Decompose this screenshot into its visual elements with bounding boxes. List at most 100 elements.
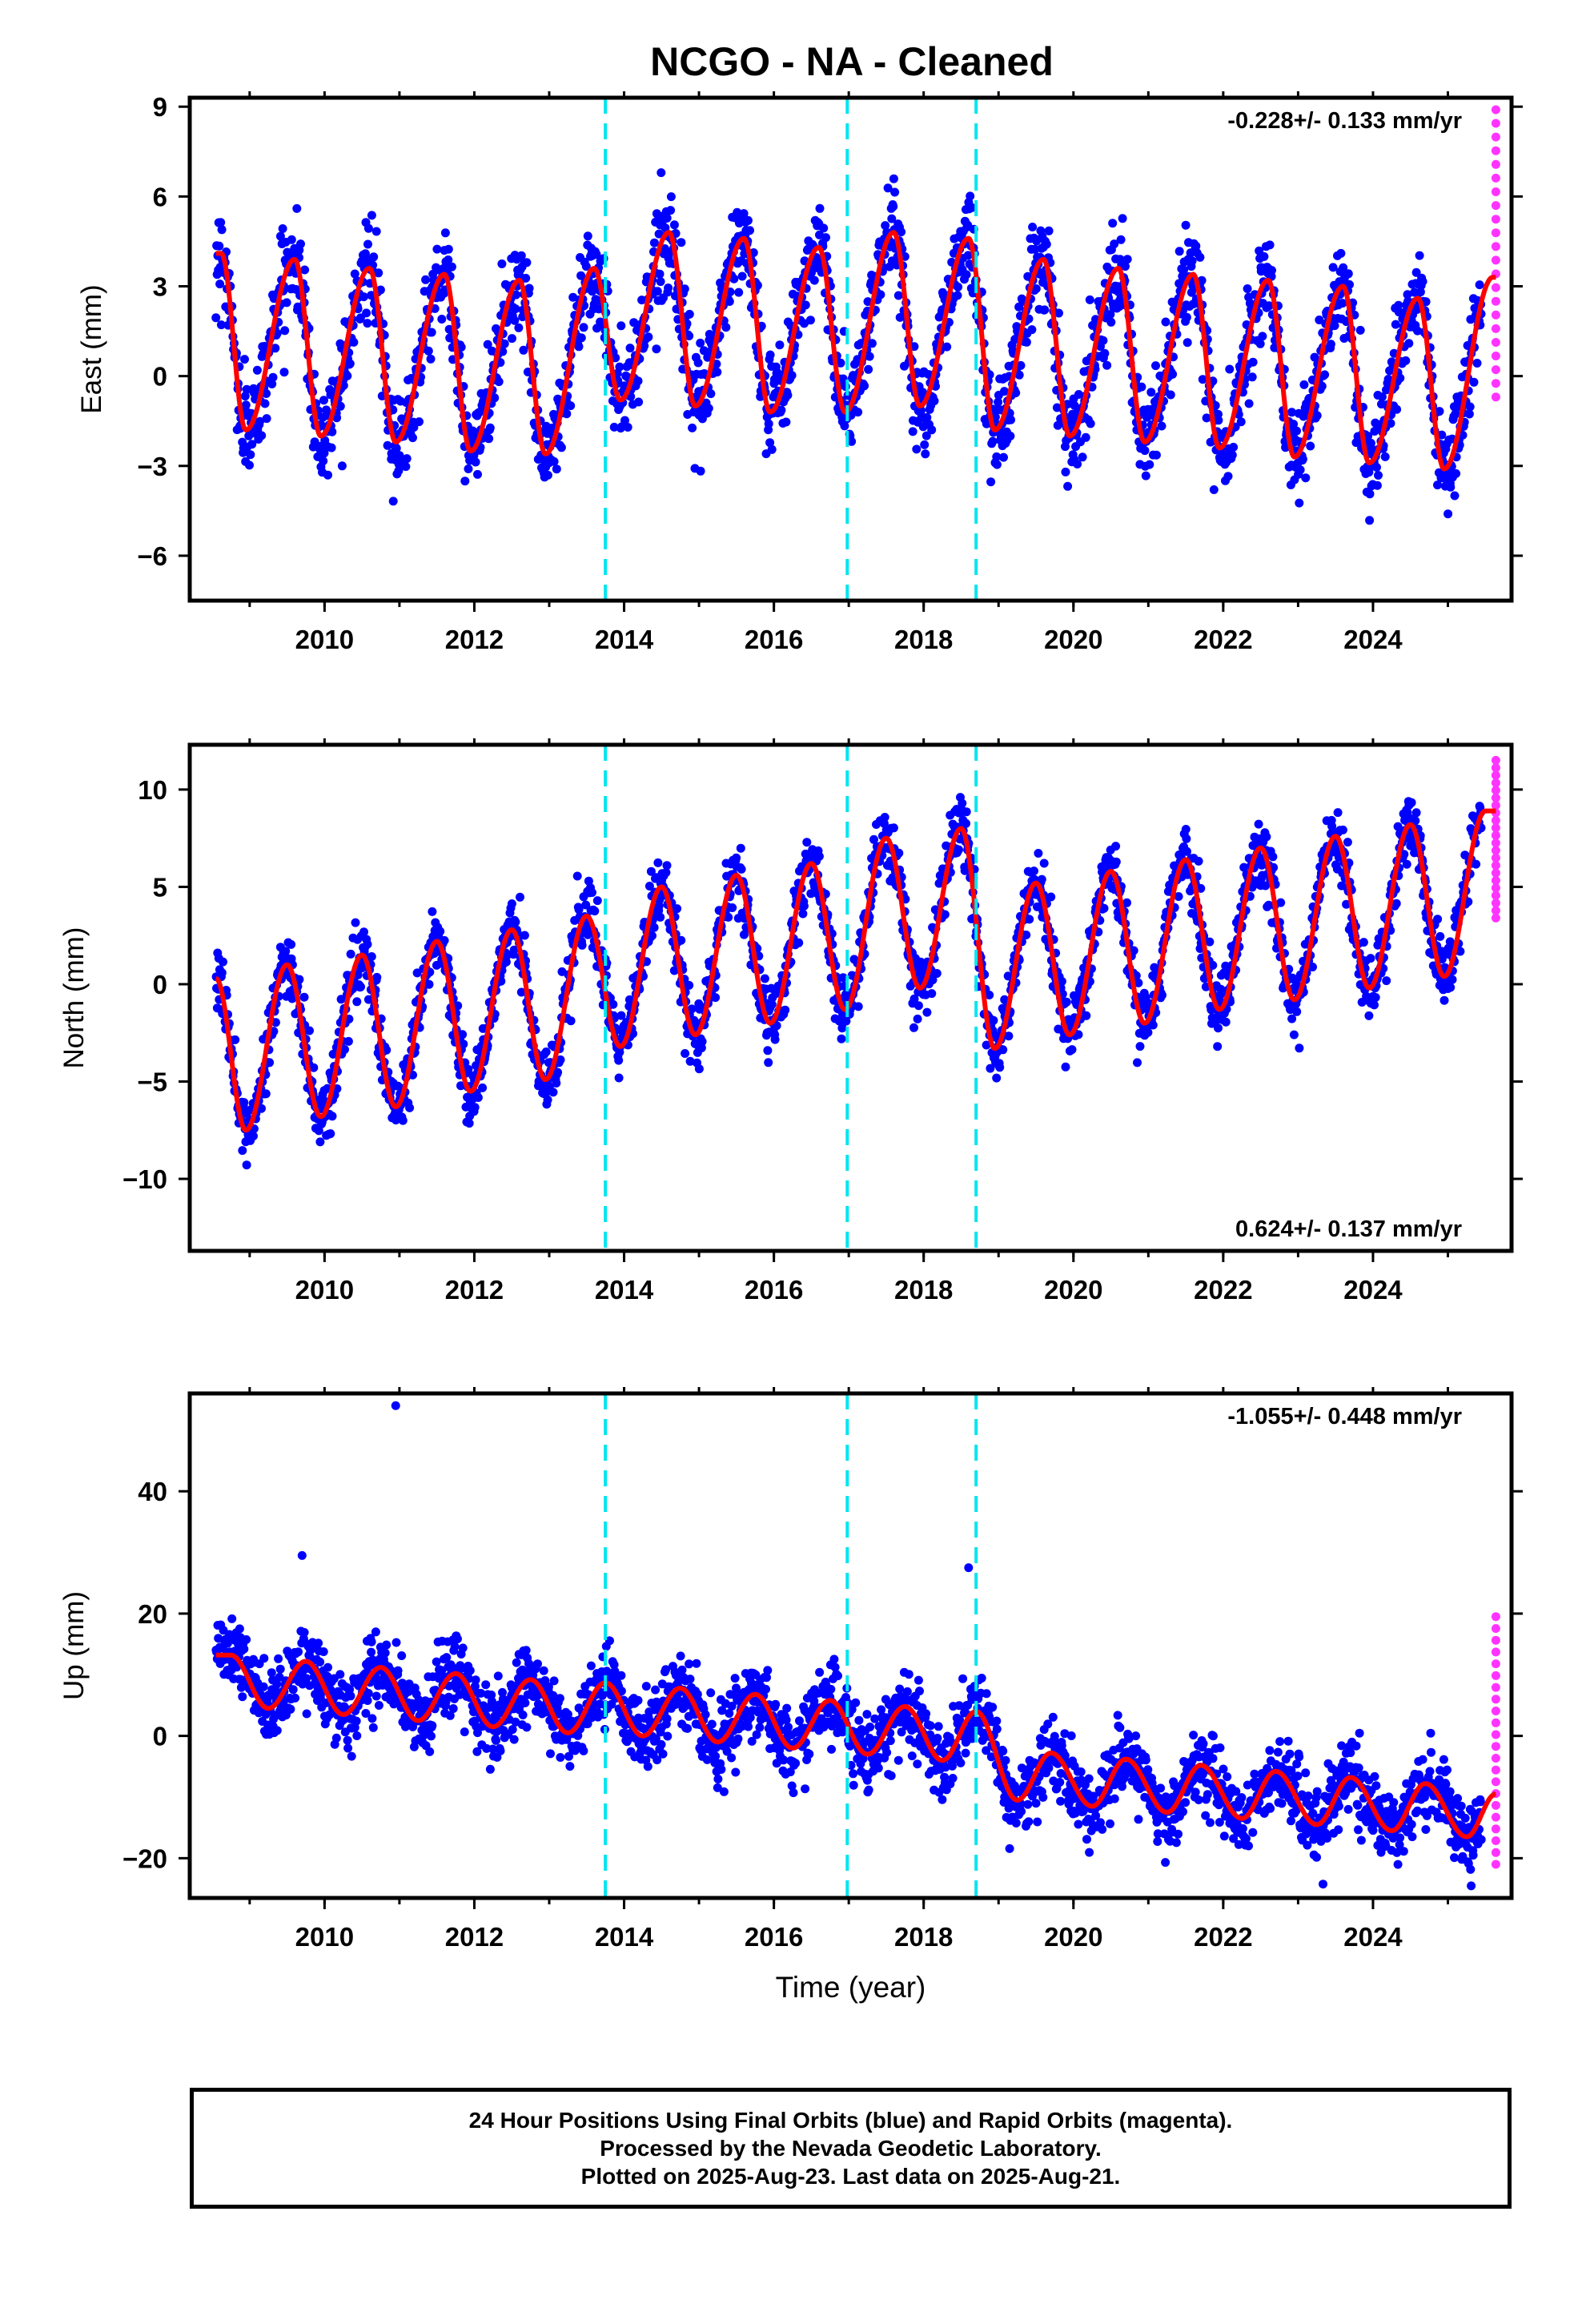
data-point <box>1195 252 1205 262</box>
data-point <box>1437 430 1447 440</box>
data-point <box>436 927 445 936</box>
y-tick-label: −3 <box>137 452 167 481</box>
data-point <box>522 258 532 267</box>
data-point <box>279 368 289 377</box>
data-point <box>819 223 829 233</box>
data-point <box>398 1116 408 1125</box>
data-point <box>1166 390 1175 400</box>
x-tick-label: 2024 <box>1343 1275 1403 1305</box>
data-point <box>773 368 782 377</box>
data-point <box>249 1132 258 1141</box>
data-point <box>1068 409 1078 419</box>
data-point <box>581 262 591 271</box>
data-point <box>271 344 280 353</box>
data-point <box>1394 300 1403 310</box>
data-point <box>1151 450 1161 460</box>
data-point <box>1202 413 1211 423</box>
data-point <box>1223 472 1233 481</box>
data-point <box>574 905 584 915</box>
data-point <box>1197 275 1207 285</box>
data-point <box>1446 983 1456 992</box>
data-point <box>1276 898 1286 907</box>
north-model-fit-line <box>215 808 1496 1133</box>
data-point <box>1100 348 1110 358</box>
data-point <box>511 304 520 314</box>
data-point <box>920 440 930 449</box>
data-point <box>962 270 971 279</box>
data-point <box>1042 239 1051 249</box>
data-point <box>1433 480 1442 490</box>
data-point <box>262 389 271 398</box>
data-point <box>576 271 586 280</box>
data-point <box>1433 915 1443 924</box>
data-point <box>608 999 618 1009</box>
rapid-point <box>1491 201 1500 211</box>
data-point <box>666 206 676 215</box>
data-point <box>1214 1023 1223 1033</box>
data-point <box>801 300 810 310</box>
data-point <box>994 397 1003 407</box>
data-point <box>219 957 227 967</box>
data-point <box>1475 280 1484 290</box>
data-point <box>986 477 996 487</box>
data-point <box>1000 387 1009 396</box>
data-point <box>458 1030 468 1039</box>
data-point <box>1404 339 1414 348</box>
data-point <box>524 283 534 293</box>
data-point <box>922 1007 932 1017</box>
data-point <box>475 408 484 417</box>
data-point <box>1039 858 1049 868</box>
data-point <box>340 1045 349 1054</box>
data-point <box>864 364 873 374</box>
data-point <box>427 328 436 337</box>
data-point <box>408 1070 417 1080</box>
data-point <box>1299 380 1309 389</box>
data-point <box>1006 432 1015 440</box>
y-tick-label: 10 <box>138 775 167 805</box>
data-point <box>1143 1027 1153 1037</box>
data-point <box>1247 372 1257 382</box>
data-point <box>802 838 812 847</box>
data-point <box>734 287 744 297</box>
rapid-point <box>1491 173 1500 183</box>
data-point <box>326 1129 335 1139</box>
data-point <box>736 843 745 853</box>
data-point <box>592 896 602 906</box>
data-point <box>737 864 746 874</box>
data-point <box>267 380 277 388</box>
data-point <box>260 399 270 408</box>
data-point <box>1391 899 1401 908</box>
data-point <box>611 353 620 363</box>
data-point <box>579 323 588 332</box>
data-point <box>1030 244 1040 254</box>
data-point <box>681 1049 690 1058</box>
data-point <box>268 372 278 382</box>
data-point <box>652 344 661 354</box>
data-point <box>1413 326 1422 336</box>
data-point <box>395 451 404 460</box>
data-point <box>242 384 251 394</box>
data-point <box>1244 399 1254 408</box>
data-point <box>319 456 328 466</box>
data-point <box>1374 471 1383 480</box>
data-point <box>1062 997 1071 1007</box>
rapid-point <box>1491 770 1500 780</box>
data-point <box>362 308 371 318</box>
north-rapid-points <box>1491 755 1500 923</box>
data-point <box>1116 235 1126 244</box>
data-point <box>1301 473 1311 483</box>
rapid-point <box>1491 838 1500 848</box>
data-point <box>646 866 656 876</box>
data-point <box>516 987 526 997</box>
x-tick-label: 2012 <box>445 625 504 654</box>
data-point <box>1259 251 1269 261</box>
data-point <box>876 290 885 300</box>
rapid-point <box>1491 876 1500 885</box>
data-point <box>1439 995 1449 1005</box>
data-point <box>252 365 262 375</box>
data-point <box>696 338 705 348</box>
data-point <box>372 972 382 982</box>
data-point <box>428 907 437 916</box>
data-point <box>521 273 531 283</box>
data-point <box>327 427 337 436</box>
